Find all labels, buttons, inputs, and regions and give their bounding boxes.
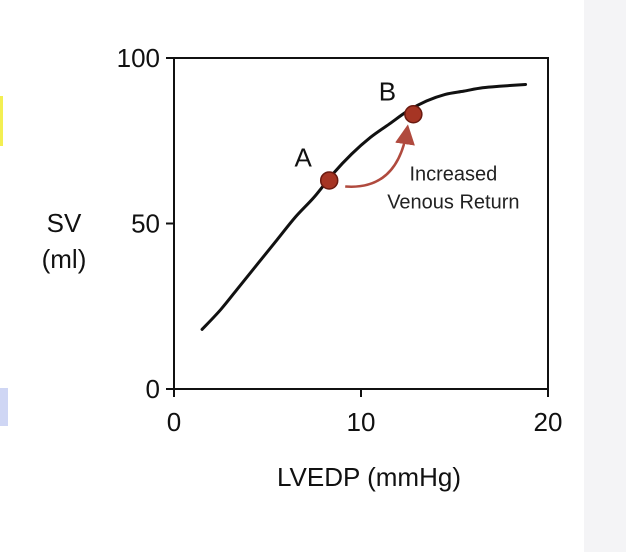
point-label-a: A [295, 142, 313, 172]
x-tick-label: 20 [534, 407, 563, 437]
point-b [404, 105, 423, 124]
y-tick-label: 50 [131, 209, 160, 239]
plot-frame [173, 57, 549, 390]
point-a [319, 171, 339, 190]
x-axis-label: LVEDP (mmHg) [277, 462, 461, 492]
x-tick-label: 0 [167, 407, 181, 437]
point-label-b: B [379, 76, 396, 106]
left-highlight-mark [0, 96, 3, 146]
side-strip [584, 0, 626, 552]
y-tick-label: 100 [117, 43, 160, 73]
ticks-layer: 0 10 20 0 50 100 [117, 43, 563, 437]
left-selection-mark [0, 388, 8, 426]
y-axis-label-line-1: SV [47, 208, 82, 238]
points-layer: AB [295, 76, 423, 190]
series-line [200, 82, 528, 331]
annotation-line-1: Increased [409, 163, 497, 185]
y-axis-label-line-2: (ml) [42, 244, 87, 274]
annotation-line-2: Venous Return [387, 191, 519, 213]
y-tick-label: 0 [146, 374, 160, 404]
venous-return-arrow [345, 124, 415, 188]
x-tick-label: 10 [347, 407, 376, 437]
